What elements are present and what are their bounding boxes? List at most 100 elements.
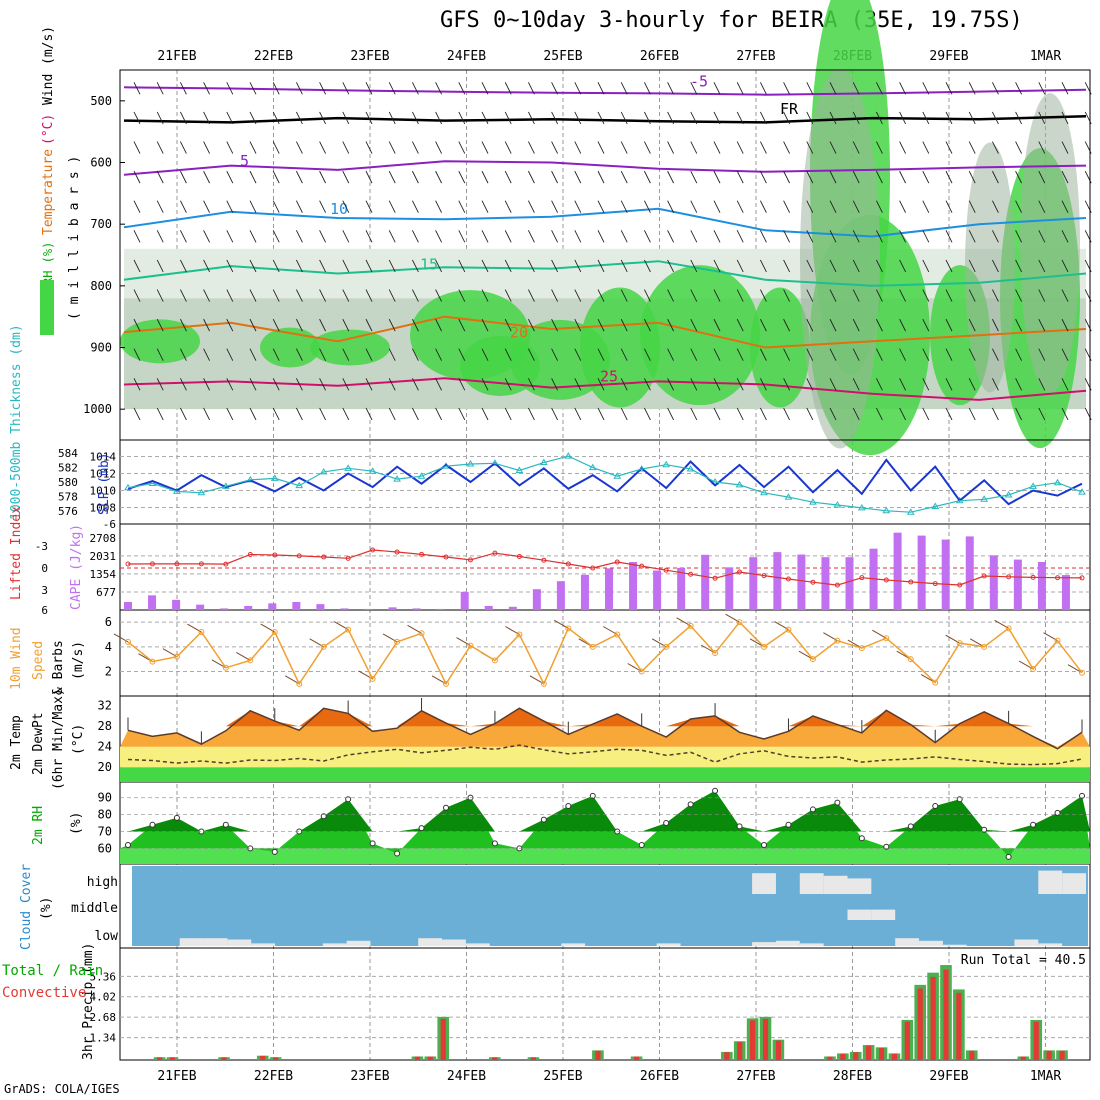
precip-bar-convective [1046, 1050, 1052, 1060]
wind-barb [1038, 318, 1046, 332]
wind-barb [736, 318, 744, 332]
cloud-block-high [847, 878, 872, 894]
wind-barb [922, 407, 930, 421]
cloud-block-low [179, 938, 204, 946]
wind-barb [852, 318, 860, 332]
wind-barb [1038, 259, 1046, 273]
wind-barb [411, 82, 419, 95]
cloud-level-low: low [95, 929, 119, 944]
wind-barb [1061, 200, 1069, 213]
wind-barb [1038, 230, 1046, 243]
wind-speed-point [320, 643, 327, 650]
wind-barb [806, 200, 814, 213]
wind-speed-point [247, 657, 254, 664]
rh-point [712, 787, 719, 794]
cloud-block-low [919, 940, 943, 946]
rh-point [173, 814, 180, 821]
wind-barb [922, 230, 930, 243]
date-label-bottom: 29FEB [929, 1069, 968, 1084]
wind-barb [713, 378, 721, 391]
rh-point [809, 806, 816, 813]
wind-barb [435, 259, 443, 273]
wind-barb [620, 82, 628, 95]
temp-tick: 24 [98, 740, 112, 754]
thickness-tick: 576 [58, 505, 78, 518]
date-label-top: 29FEB [929, 49, 968, 64]
wind-barb [388, 230, 396, 243]
wind-barb [922, 289, 930, 302]
wind-barb [968, 82, 976, 95]
wind-speed-point [198, 629, 205, 636]
pressure-ylabel: ( m i l l i b a r s ) [67, 156, 82, 320]
rh-tick: 70 [98, 824, 112, 838]
temp-contour [123, 207, 1087, 238]
wind-barb [1038, 407, 1046, 421]
wind-speed-line [127, 621, 1083, 686]
thickness-point [564, 452, 573, 459]
date-label-top: 21FEB [157, 49, 196, 64]
wind-speed-point [956, 640, 963, 647]
wind-barb [342, 111, 350, 125]
cloud-block-low [775, 940, 800, 946]
date-label-top: 26FEB [640, 49, 679, 64]
pressure-tick: 800 [90, 279, 112, 293]
wind-barb [852, 407, 860, 421]
wind-barb [713, 289, 721, 302]
wind-barb [759, 378, 767, 391]
temperature-label: Temperature [41, 149, 56, 235]
wind-barb [458, 82, 466, 95]
wind-barb [875, 200, 883, 213]
wind-barb [411, 289, 419, 302]
wind-barb [365, 289, 373, 302]
wind-barb [435, 230, 443, 243]
cape-bar [364, 608, 373, 610]
wind-barb [551, 200, 559, 213]
wind-barb [1061, 348, 1069, 361]
wind-barb [806, 407, 814, 421]
wind-barb [690, 348, 698, 361]
cape-tick: 2708 [90, 532, 117, 545]
wind-barb [690, 289, 698, 302]
wind-tick: 2 [105, 665, 112, 679]
wind-barb [342, 378, 350, 391]
wind-barb [203, 259, 211, 273]
temp-ylabel: (6hr Min/Max) [51, 688, 66, 790]
wind-barb [759, 348, 767, 361]
wind-barb [1061, 141, 1069, 154]
cloud-block-middle [871, 909, 896, 920]
wind-barb [690, 141, 698, 154]
wind-barb [319, 378, 327, 391]
wind-barb [435, 318, 443, 332]
wind-barb [875, 289, 883, 302]
wind-barb [365, 259, 373, 273]
contour-label: 20 [510, 323, 528, 341]
wind-barb [759, 259, 767, 273]
wind-barb [806, 170, 814, 184]
thickness-tick: 584 [58, 447, 78, 460]
cape-tick: 2031 [90, 550, 117, 563]
wind-barb [643, 200, 651, 213]
slp-line [127, 458, 1083, 506]
wind-barb [899, 230, 907, 243]
wind-barb [643, 378, 651, 391]
wind-barb [249, 259, 257, 273]
rh-point [443, 804, 449, 811]
wind-barb [574, 170, 582, 184]
wind-label: Wind [41, 74, 56, 105]
wind-barb [968, 200, 976, 213]
wind-speed-point [565, 625, 572, 632]
slp-ylabel: 1000-500mb Thickness (dm) [9, 324, 24, 520]
cape-bar [893, 532, 902, 610]
wind-barb [713, 141, 721, 154]
wind-barb [667, 82, 675, 95]
wind-barb [899, 259, 907, 273]
wind-barb [203, 230, 211, 243]
thickness-tick: 578 [58, 490, 78, 503]
wind-speed-point [589, 643, 596, 650]
wind-barb [551, 170, 559, 184]
wind-barb [922, 259, 930, 273]
wind-barb [574, 289, 582, 302]
cape-bar [532, 589, 541, 610]
wind-barb [295, 378, 303, 391]
wind-barb [226, 141, 234, 154]
